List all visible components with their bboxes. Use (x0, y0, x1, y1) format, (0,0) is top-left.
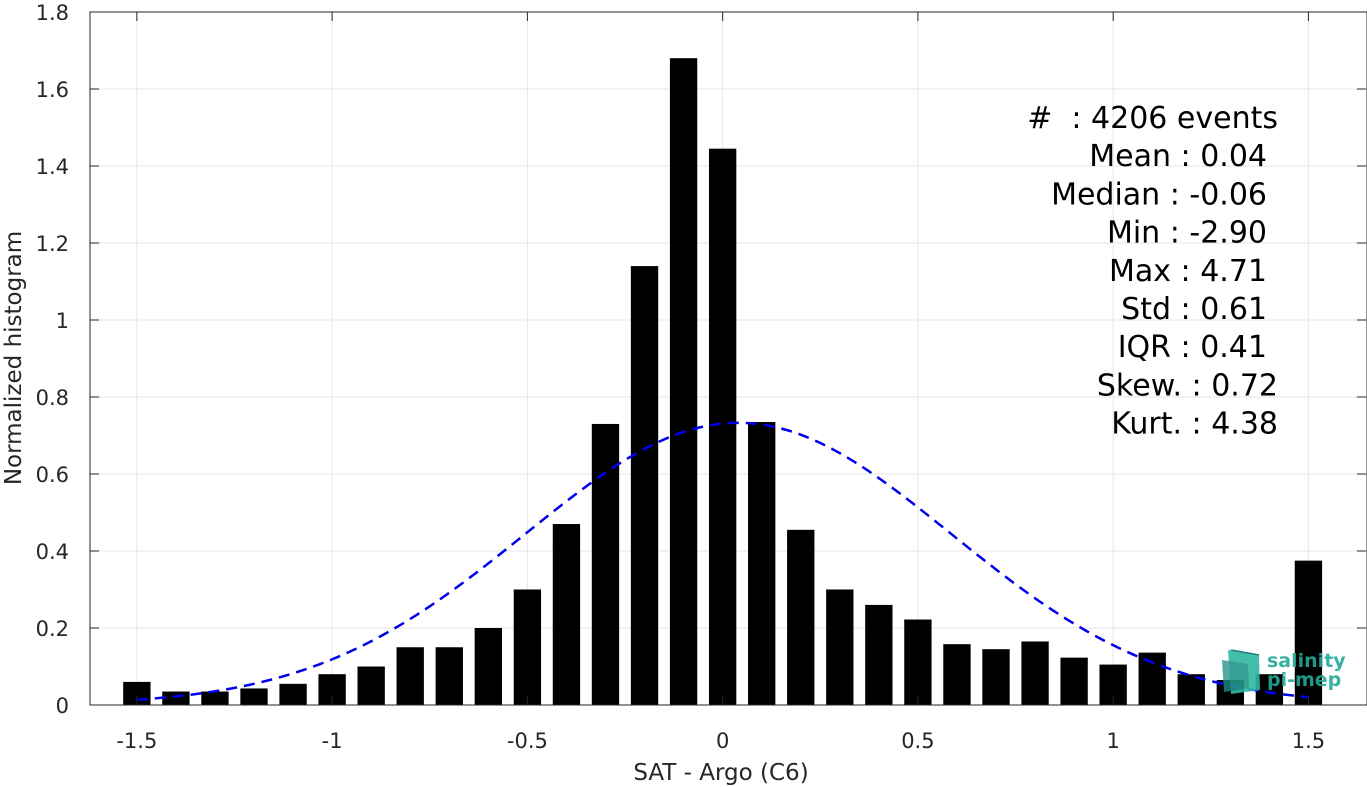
histogram-bar (748, 422, 776, 705)
y-tick-label: 1.2 (36, 232, 69, 256)
stat-line: Max : 4.71 (1109, 254, 1267, 289)
y-tick-label: 0.6 (36, 463, 69, 487)
histogram-bar (1294, 560, 1323, 705)
histogram-bar (474, 628, 502, 705)
histogram-bar (826, 589, 854, 705)
y-tick-label: 0.8 (36, 386, 69, 410)
x-tick-labels: -1.5 -1 -0.5 0 0.5 1 1.5 (116, 729, 1325, 753)
y-tick-label: 0.4 (36, 540, 69, 564)
x-tick-label: -0.5 (507, 729, 548, 753)
x-tick-label: 1 (1106, 729, 1119, 753)
y-tick-label: 1.6 (36, 78, 69, 102)
y-tick-label: 0.2 (36, 617, 69, 641)
x-tick-label: 1.5 (1292, 729, 1325, 753)
histogram-bar (435, 647, 463, 705)
stat-line: Kurt. : 4.38 (1111, 407, 1278, 442)
y-tick-labels: 0 0.2 0.4 0.6 0.8 1 1.2 1.4 1.6 1.8 (36, 1, 69, 718)
logo-icon (1222, 649, 1260, 694)
stat-line: Median : -0.06 (1051, 177, 1267, 212)
histogram-bars (123, 58, 1323, 706)
x-axis-label: SAT - Argo (C6) (633, 760, 808, 786)
histogram-bar (1255, 674, 1284, 705)
x-tick-label: -1.5 (116, 729, 157, 753)
histogram-bar (708, 148, 737, 706)
y-tick-label: 0 (56, 694, 69, 718)
histogram-bar (162, 691, 190, 705)
histogram-bar (630, 266, 659, 705)
y-tick-label: 1.4 (36, 155, 69, 179)
gaussian-fit-curve (136, 421, 1309, 702)
stat-line: IQR : 0.41 (1118, 330, 1267, 365)
x-tick-label: -1 (322, 729, 343, 753)
histogram-bar (552, 524, 581, 705)
y-axis-label: Normalized histogram (1, 231, 27, 485)
histogram-bar (865, 604, 893, 705)
axis-ticks (90, 11, 1366, 706)
y-tick-label: 1 (56, 309, 69, 333)
histogram-bar (1138, 652, 1166, 705)
histogram-bar (1021, 641, 1049, 705)
stat-line: Std : 0.61 (1121, 292, 1267, 327)
histogram-bar (943, 644, 971, 705)
salinity-pi-mep-logo: salinity pi-mep (1222, 649, 1346, 694)
x-tick-label: 0 (716, 729, 729, 753)
logo-text-salinity: salinity (1267, 650, 1346, 672)
histogram-bar (904, 619, 932, 705)
histogram-bar (1060, 657, 1088, 705)
histogram-bar (240, 688, 268, 705)
histogram-bar (787, 529, 815, 705)
histogram-bar (513, 589, 542, 705)
y-tick-label: 1.8 (36, 1, 69, 25)
histogram-bar (201, 691, 229, 705)
logo-text-pi-mep: pi-mep (1267, 669, 1341, 691)
histogram-bar (396, 647, 424, 705)
histogram-bar (279, 683, 307, 705)
plot-frame (89, 11, 1367, 706)
histogram-bar (982, 649, 1010, 705)
stat-line: Skew. : 0.72 (1097, 368, 1278, 403)
x-tick-label: 0.5 (901, 729, 934, 753)
stat-line: Min : -2.90 (1107, 216, 1267, 251)
histogram-bar (591, 423, 620, 705)
stat-line: Mean : 0.04 (1089, 139, 1267, 174)
histogram-bar (669, 58, 698, 705)
histogram-bar (357, 666, 385, 705)
stat-line: # : 4206 events (1027, 101, 1278, 136)
